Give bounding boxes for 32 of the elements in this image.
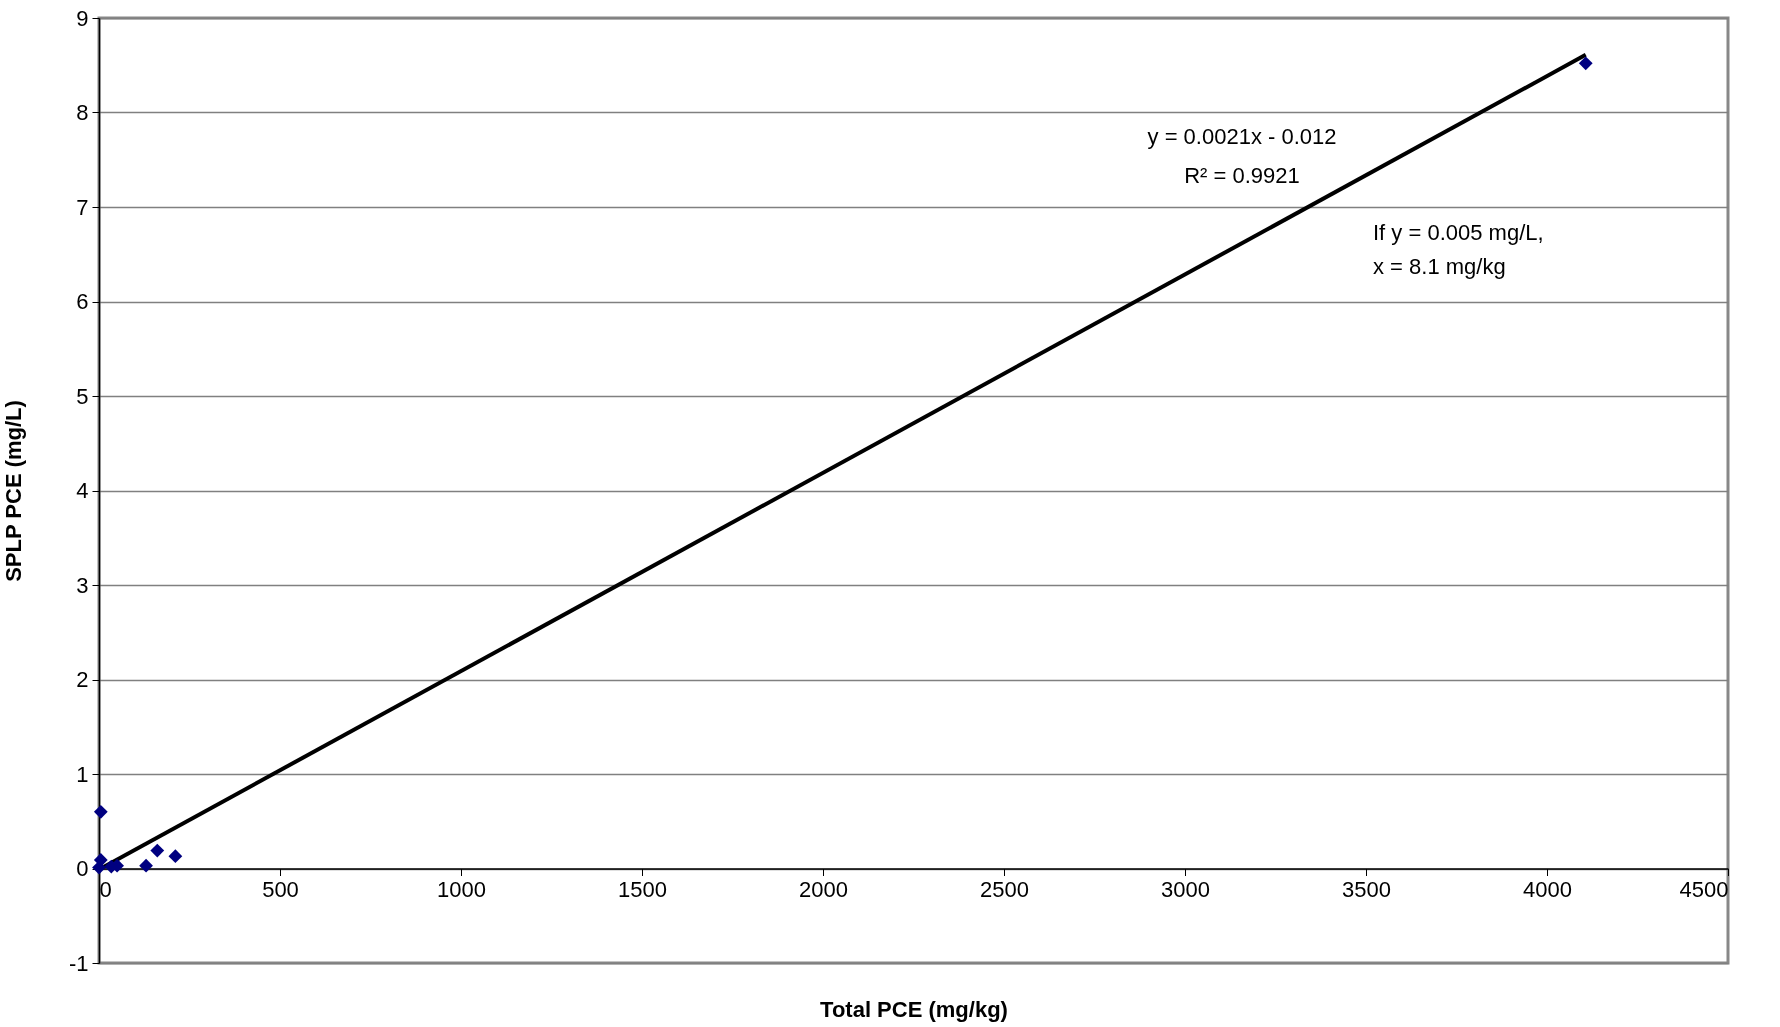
x-axis-title: Total PCE (mg/kg) [820, 996, 1008, 1022]
point [139, 858, 153, 873]
annotation: x = 8.1 mg/kg [1373, 254, 1506, 279]
y-tick-label: -1 [68, 950, 89, 976]
y-tick-label: 4 [76, 478, 89, 503]
x-tick-label: 0 [99, 877, 112, 902]
y-tick-label: 3 [76, 572, 89, 598]
point [1578, 56, 1593, 71]
x-tick-label: 3000 [1161, 877, 1210, 902]
x-tick-label: 1500 [618, 877, 667, 902]
annotation: y = 0.0021x - 0.012 [1147, 124, 1337, 149]
x-tick-label: 1000 [437, 877, 486, 902]
y-tick-label: 1 [76, 761, 89, 787]
y-axis-title: SPLP PCE (mg/L) [0, 400, 26, 582]
x-tick-label: 2500 [980, 877, 1029, 902]
x-tick-label: 500 [262, 877, 299, 902]
annotation: R² = 0.9921 [1184, 163, 1300, 188]
y-tick-label: 2 [76, 667, 89, 692]
x-tick-label: 4500 [1679, 877, 1729, 902]
y-tick-label: 6 [76, 289, 89, 314]
x-tick-label: 4000 [1523, 877, 1572, 902]
x-tick-label: 3500 [1342, 877, 1391, 902]
y-tick-label: 0 [76, 856, 89, 881]
y-tick-label: 8 [76, 100, 89, 125]
point [93, 804, 108, 819]
annotation: If y = 0.005 mg/L, [1373, 220, 1544, 245]
point [168, 849, 183, 864]
y-tick-label: 5 [76, 383, 89, 409]
x-tick-label: 2000 [799, 877, 848, 902]
point [150, 843, 165, 858]
y-tick-label: 7 [76, 194, 89, 220]
y-tick-label: 9 [76, 5, 89, 31]
